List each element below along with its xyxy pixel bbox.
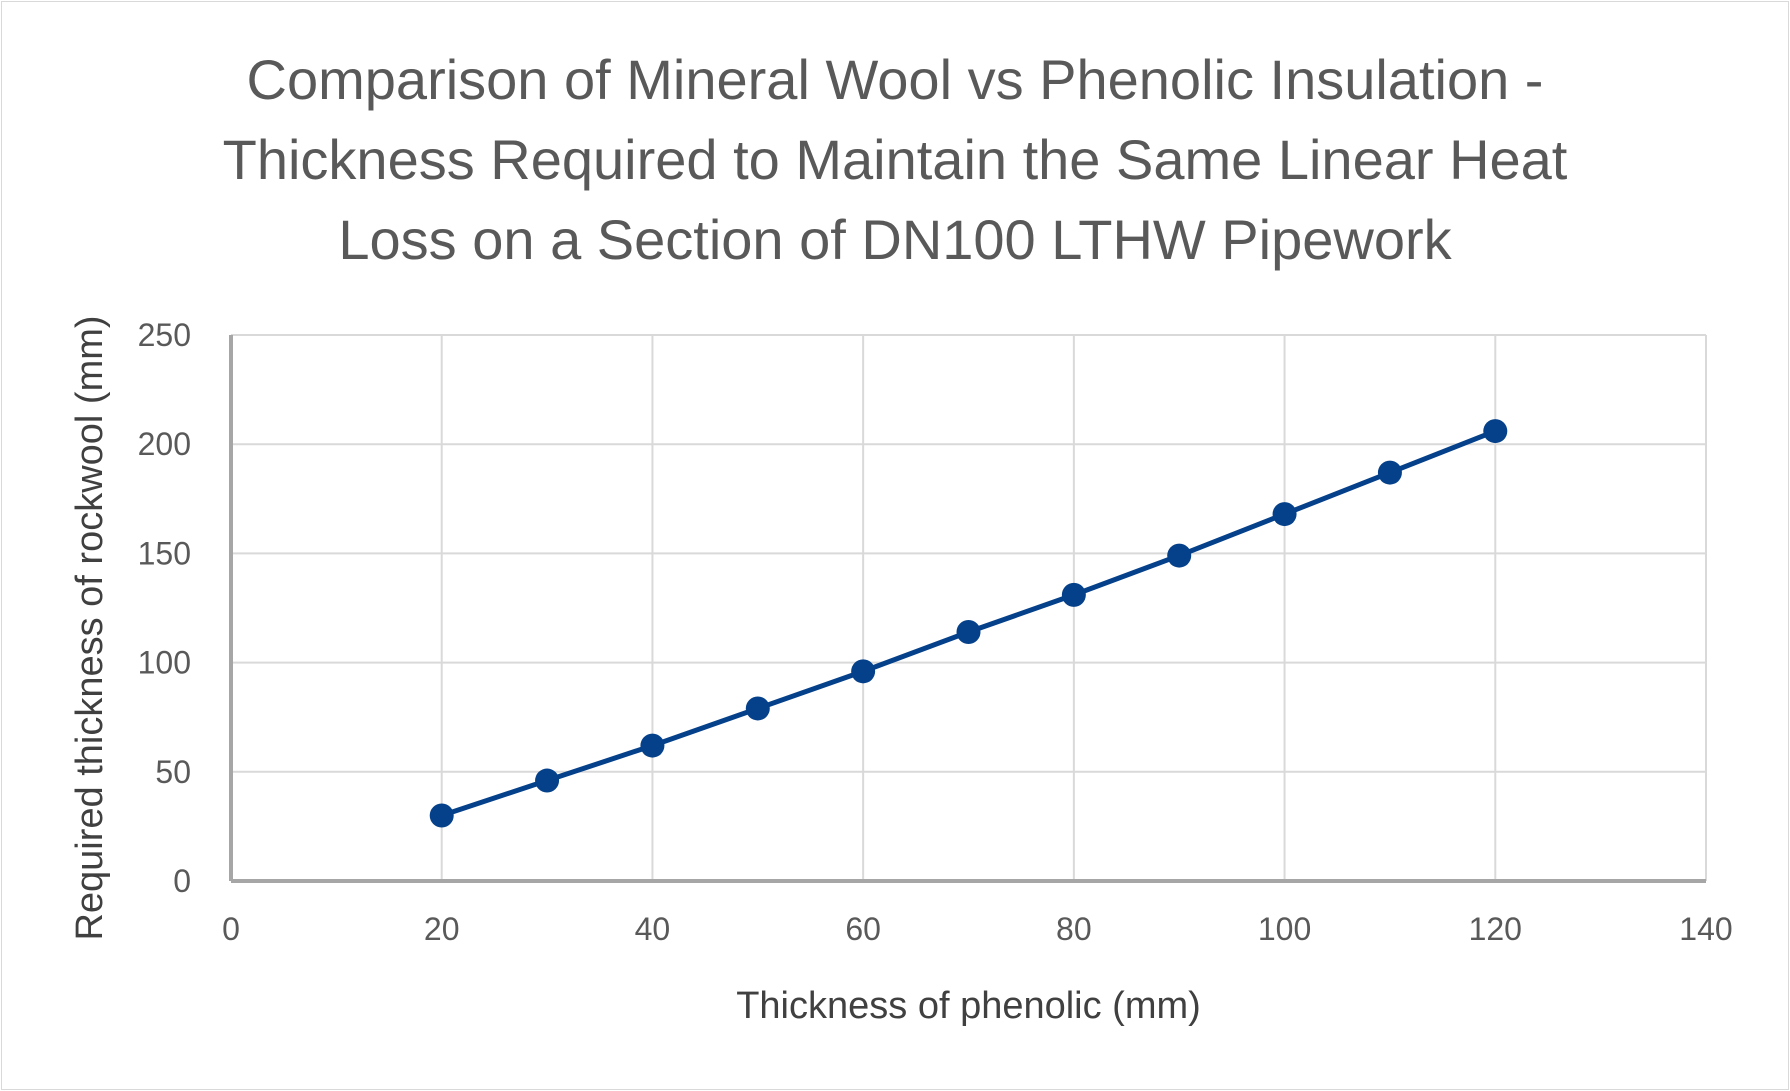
- x-tick-label: 140: [1679, 911, 1732, 947]
- data-point: [851, 659, 876, 684]
- y-tick-label: 0: [173, 863, 191, 899]
- y-axis-title: Required thickness of rockwool (mm): [69, 315, 111, 940]
- y-tick-label: 100: [138, 645, 191, 681]
- data-point: [1272, 502, 1297, 527]
- chart-title-line-1: Comparison of Mineral Wool vs Phenolic I…: [246, 48, 1544, 111]
- data-point: [429, 803, 454, 828]
- x-tick-label: 40: [635, 911, 671, 947]
- x-axis-title: Thickness of phenolic (mm): [736, 985, 1201, 1027]
- data-point: [535, 768, 560, 793]
- data-point: [640, 733, 665, 758]
- y-tick-labels: 0 50 100 150 200 250: [138, 317, 191, 899]
- x-tick-label: 80: [1056, 911, 1092, 947]
- x-tick-label: 120: [1469, 911, 1522, 947]
- y-tick-label: 200: [138, 426, 191, 462]
- chart-title-line-3: Loss on a Section of DN100 LTHW Pipework: [338, 208, 1452, 271]
- data-point: [1377, 460, 1402, 485]
- data-point: [1167, 543, 1192, 568]
- chart-title-line-2: Thickness Required to Maintain the Same …: [222, 128, 1568, 191]
- y-tick-label: 50: [155, 754, 191, 790]
- data-point: [745, 696, 770, 721]
- x-tick-label: 0: [222, 911, 240, 947]
- y-tick-label: 250: [138, 317, 191, 353]
- x-tick-label: 20: [424, 911, 460, 947]
- x-tick-label: 100: [1258, 911, 1311, 947]
- data-point: [1483, 419, 1508, 444]
- gridlines: [231, 334, 1707, 881]
- chart-title: Comparison of Mineral Wool vs Phenolic I…: [0, 40, 1790, 280]
- data-series: [429, 419, 1508, 828]
- data-point: [1061, 582, 1086, 607]
- x-tick-labels: 0 20 40 60 80 100 120 140: [222, 911, 1733, 947]
- y-tick-label: 150: [138, 535, 191, 571]
- x-tick-label: 60: [845, 911, 881, 947]
- data-point: [956, 620, 981, 645]
- axes: [229, 335, 1706, 883]
